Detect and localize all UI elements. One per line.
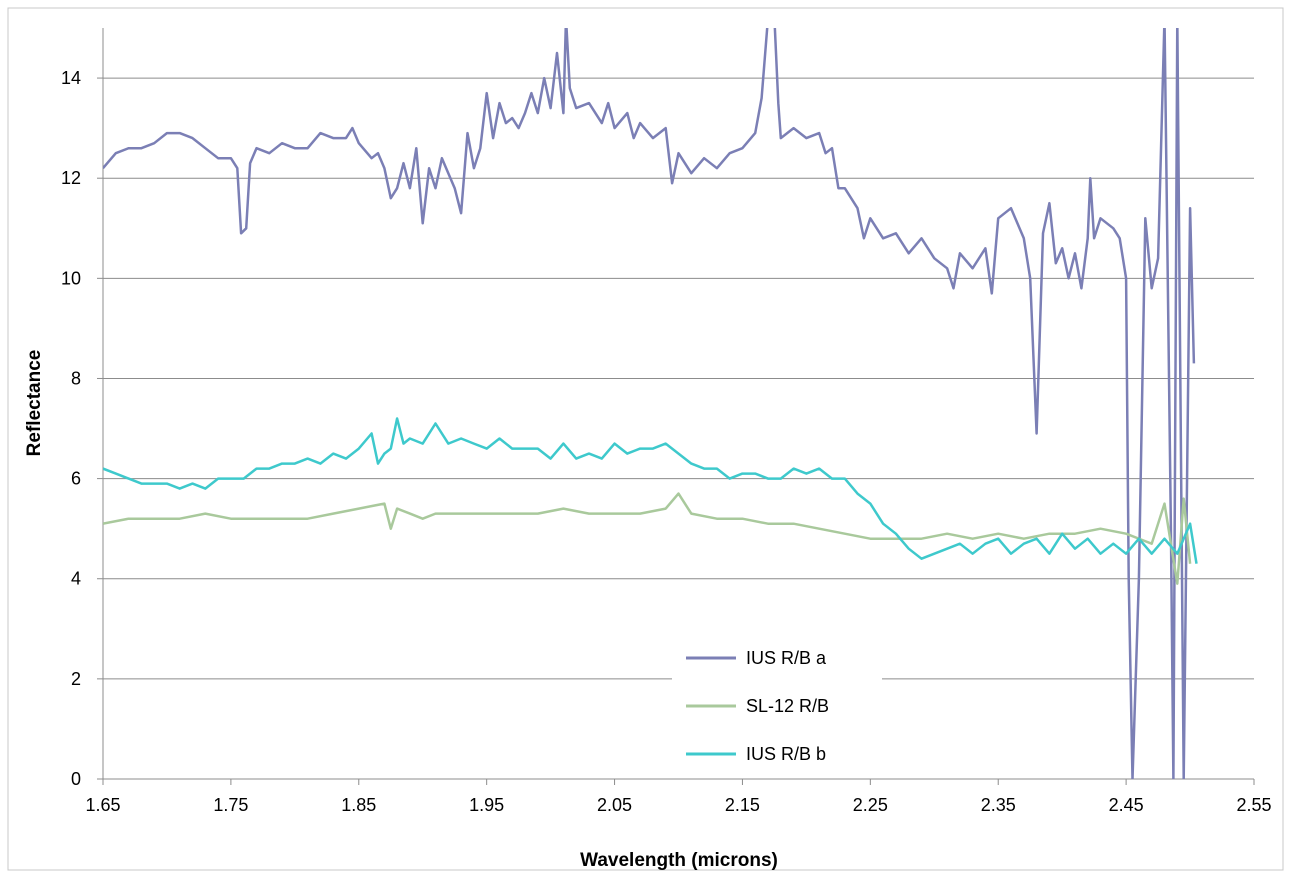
y-tick-label: 12 [61, 168, 81, 188]
y-tick-label: 14 [61, 68, 81, 88]
legend-label-ius-rb-b: IUS R/B b [746, 744, 826, 764]
x-tick-label: 1.85 [341, 795, 376, 815]
x-tick-label: 1.95 [469, 795, 504, 815]
x-tick-label: 2.45 [1109, 795, 1144, 815]
series-line-ius-rb-a [103, 28, 1196, 779]
chart-border [7, 7, 1284, 871]
legend-label-ius-rb-a: IUS R/B a [746, 648, 827, 668]
series-line-sl12-rb [103, 492, 1192, 585]
x-tick-label: 2.35 [981, 795, 1016, 815]
x-axis-title: Wavelength (microns) [580, 850, 778, 871]
y-tick-label: 4 [71, 569, 81, 589]
axes [102, 28, 1255, 785]
legend: IUS R/B a SL-12 R/B IUS R/B b [672, 640, 882, 770]
series-layer [103, 28, 1198, 779]
x-tick-label: 1.65 [85, 795, 120, 815]
series-line-ius-rb-b [103, 417, 1198, 564]
y-tick-label: 10 [61, 268, 81, 288]
y-tick-label: 8 [71, 368, 81, 388]
x-tick-label: 2.55 [1236, 795, 1271, 815]
y-tick-label: 0 [71, 769, 81, 789]
x-tick-label: 1.75 [213, 795, 248, 815]
gridlines [97, 77, 1254, 780]
x-tick-labels: 1.65 1.75 1.85 1.95 2.05 2.15 2.25 2.35 2.45 2.55 [85, 795, 1271, 815]
y-tick-label: 2 [71, 669, 81, 689]
x-tick-label: 2.05 [597, 795, 632, 815]
legend-label-sl12-rb: SL-12 R/B [746, 696, 829, 716]
y-tick-labels: 0 2 4 6 8 10 12 14 [61, 68, 81, 789]
y-tick-label: 6 [71, 469, 81, 489]
x-tick-label: 2.15 [725, 795, 760, 815]
x-tick-label: 2.25 [853, 795, 888, 815]
y-axis-title: Reflectance [24, 350, 45, 457]
